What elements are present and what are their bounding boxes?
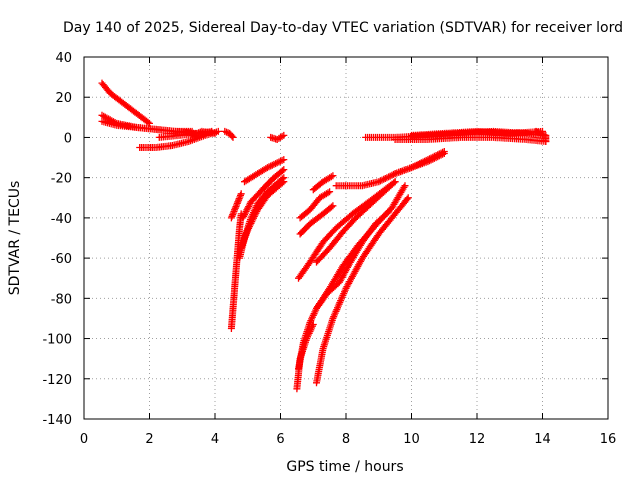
point-markers [267,131,288,143]
point-markers [241,156,288,186]
point-markers [296,188,334,222]
x-tick-label: 0 [80,432,88,447]
series-track-22 [296,188,334,222]
point-markers [391,148,448,178]
y-tick-label: -60 [51,252,72,267]
series-track-18 [313,208,393,312]
x-tick-label: 10 [403,432,420,447]
y-tick-label: 20 [55,91,72,106]
y-tick-label: -80 [51,292,72,307]
series-track-1 [98,79,153,127]
y-axis-label: SDTVAR / TECUs [7,181,23,296]
series-track-25 [391,148,448,178]
series-track-28 [408,127,546,139]
point-markers [313,194,412,387]
x-tick-label: 8 [342,432,350,447]
x-tick-label: 4 [211,432,219,447]
point-markers [391,133,550,145]
series-track-17 [313,194,412,387]
y-tick-label: 0 [64,131,72,146]
y-tick-label: -120 [42,373,72,388]
series-track-13 [239,166,288,222]
x-tick-label: 16 [600,432,617,447]
series-track-20 [313,178,399,266]
series-track-9 [227,210,245,332]
x-tick-label: 6 [276,432,284,447]
point-markers [188,127,219,139]
series-track-12 [237,178,288,252]
point-markers [296,202,337,238]
axis-ticks: 0 2 4 6 8 10 12 14 16 -140 -120 -100 -80 -60 -40 -20 0 20… [42,51,616,447]
series-track-27 [391,133,550,145]
point-markers [227,210,245,332]
y-tick-label: 40 [55,51,72,66]
x-axis-label: GPS time / hours [286,459,403,475]
grid [84,57,608,419]
point-markers [239,166,288,222]
series-track-7 [221,127,237,141]
x-tick-label: 12 [469,432,486,447]
point-markers [313,208,393,312]
series-track-6 [188,127,219,139]
series-track-10 [227,190,245,222]
series-track-8 [267,131,288,143]
series-track-21 [296,202,337,238]
series-track-14 [241,156,288,186]
series-track-29 [532,127,550,145]
point-markers [98,79,153,127]
point-markers [408,127,546,139]
y-tick-label: -140 [42,413,72,428]
y-tick-label: -20 [51,172,72,187]
point-markers [237,178,288,252]
x-tick-label: 14 [534,432,551,447]
point-markers [309,172,337,194]
series-track-23 [309,172,337,194]
point-markers [532,127,550,145]
point-markers [227,190,245,222]
x-tick-label: 2 [145,432,153,447]
chart-title: Day 140 of 2025, Sidereal Day-to-day VTE… [63,20,623,36]
data-series [98,79,550,393]
point-markers [221,127,237,141]
y-tick-label: -100 [42,333,72,348]
y-tick-label: -40 [51,212,72,227]
point-markers [313,178,399,266]
